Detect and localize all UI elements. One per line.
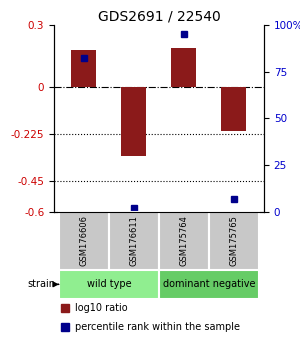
Title: GDS2691 / 22540: GDS2691 / 22540: [98, 10, 220, 24]
Bar: [59, 212, 109, 270]
Text: GSM175764: GSM175764: [179, 215, 188, 266]
Bar: [109, 212, 159, 270]
Bar: [172, 48, 197, 87]
Text: GSM176611: GSM176611: [130, 215, 139, 266]
Text: strain: strain: [28, 279, 56, 289]
Bar: [159, 212, 209, 270]
Bar: [71, 50, 97, 87]
Text: log10 ratio: log10 ratio: [75, 303, 128, 313]
Bar: [59, 270, 159, 299]
Bar: [221, 87, 247, 131]
Bar: [122, 87, 146, 156]
Text: percentile rank within the sample: percentile rank within the sample: [75, 322, 240, 332]
Text: GSM176606: GSM176606: [80, 215, 88, 266]
Text: dominant negative: dominant negative: [163, 279, 255, 289]
Bar: [159, 270, 259, 299]
Text: wild type: wild type: [87, 279, 131, 289]
Bar: [209, 212, 259, 270]
Text: GSM175765: GSM175765: [230, 215, 238, 266]
